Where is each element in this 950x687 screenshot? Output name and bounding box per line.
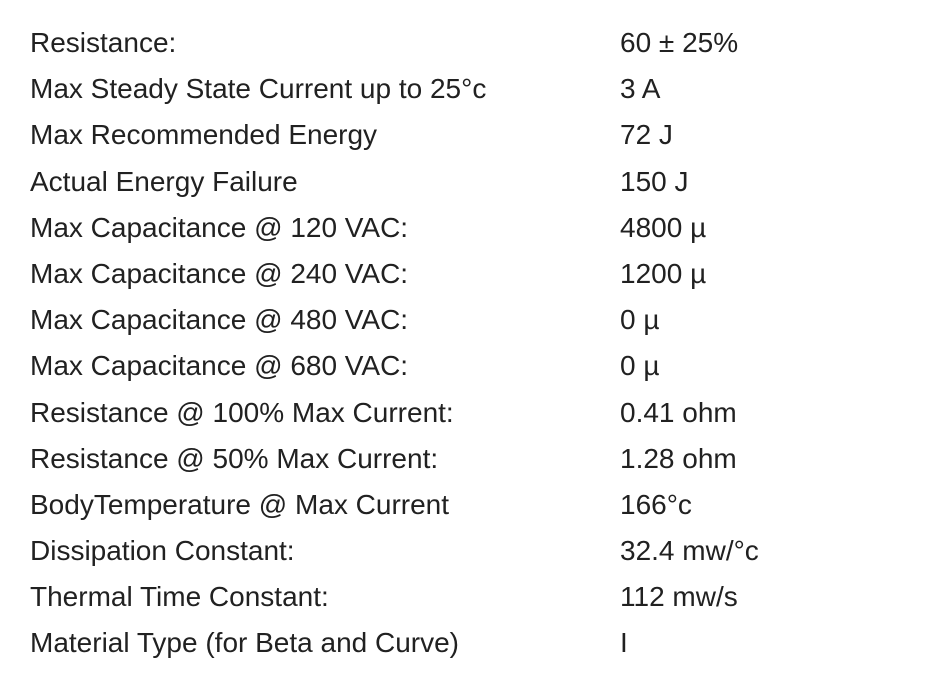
spec-value: I: [620, 620, 920, 666]
spec-value: 0.41 ohm: [620, 390, 920, 436]
table-row: Resistance @ 50% Max Current: 1.28 ohm: [30, 436, 920, 482]
spec-label: Max Capacitance @ 120 VAC:: [30, 205, 620, 251]
table-row: Max Steady State Current up to 25°c 3 A: [30, 66, 920, 112]
spec-label: Max Steady State Current up to 25°c: [30, 66, 620, 112]
table-row: Material Type (for Beta and Curve) I: [30, 620, 920, 666]
spec-label: Max Capacitance @ 480 VAC:: [30, 297, 620, 343]
spec-value: 0 µ: [620, 343, 920, 389]
spec-label: Actual Energy Failure: [30, 159, 620, 205]
spec-value: 3 A: [620, 66, 920, 112]
table-row: Max Recommended Energy 72 J: [30, 112, 920, 158]
spec-value: 166°c: [620, 482, 920, 528]
table-row: Max Capacitance @ 480 VAC: 0 µ: [30, 297, 920, 343]
table-row: Dissipation Constant: 32.4 mw/°c: [30, 528, 920, 574]
table-row: Max Capacitance @ 120 VAC: 4800 µ: [30, 205, 920, 251]
table-row: Resistance: 60 ± 25%: [30, 20, 920, 66]
spec-label: Max Capacitance @ 240 VAC:: [30, 251, 620, 297]
spec-label: Max Capacitance @ 680 VAC:: [30, 343, 620, 389]
spec-value: 1200 µ: [620, 251, 920, 297]
spec-value: 72 J: [620, 112, 920, 158]
table-row: BodyTemperature @ Max Current 166°c: [30, 482, 920, 528]
spec-label: Thermal Time Constant:: [30, 574, 620, 620]
table-row: Resistance @ 100% Max Current: 0.41 ohm: [30, 390, 920, 436]
spec-value: 4800 µ: [620, 205, 920, 251]
spec-value: 32.4 mw/°c: [620, 528, 920, 574]
spec-label: Material Type (for Beta and Curve): [30, 620, 620, 666]
table-row: Max Capacitance @ 680 VAC: 0 µ: [30, 343, 920, 389]
specifications-table: Resistance: 60 ± 25% Max Steady State Cu…: [30, 20, 920, 667]
spec-label: BodyTemperature @ Max Current: [30, 482, 620, 528]
spec-label: Resistance @ 50% Max Current:: [30, 436, 620, 482]
table-row: Thermal Time Constant: 112 mw/s: [30, 574, 920, 620]
spec-label: Resistance @ 100% Max Current:: [30, 390, 620, 436]
spec-label: Dissipation Constant:: [30, 528, 620, 574]
spec-value: 60 ± 25%: [620, 20, 920, 66]
table-row: Max Capacitance @ 240 VAC: 1200 µ: [30, 251, 920, 297]
spec-value: 112 mw/s: [620, 574, 920, 620]
spec-label: Max Recommended Energy: [30, 112, 620, 158]
spec-label: Resistance:: [30, 20, 620, 66]
spec-value: 150 J: [620, 159, 920, 205]
spec-value: 0 µ: [620, 297, 920, 343]
spec-value: 1.28 ohm: [620, 436, 920, 482]
table-row: Actual Energy Failure 150 J: [30, 159, 920, 205]
